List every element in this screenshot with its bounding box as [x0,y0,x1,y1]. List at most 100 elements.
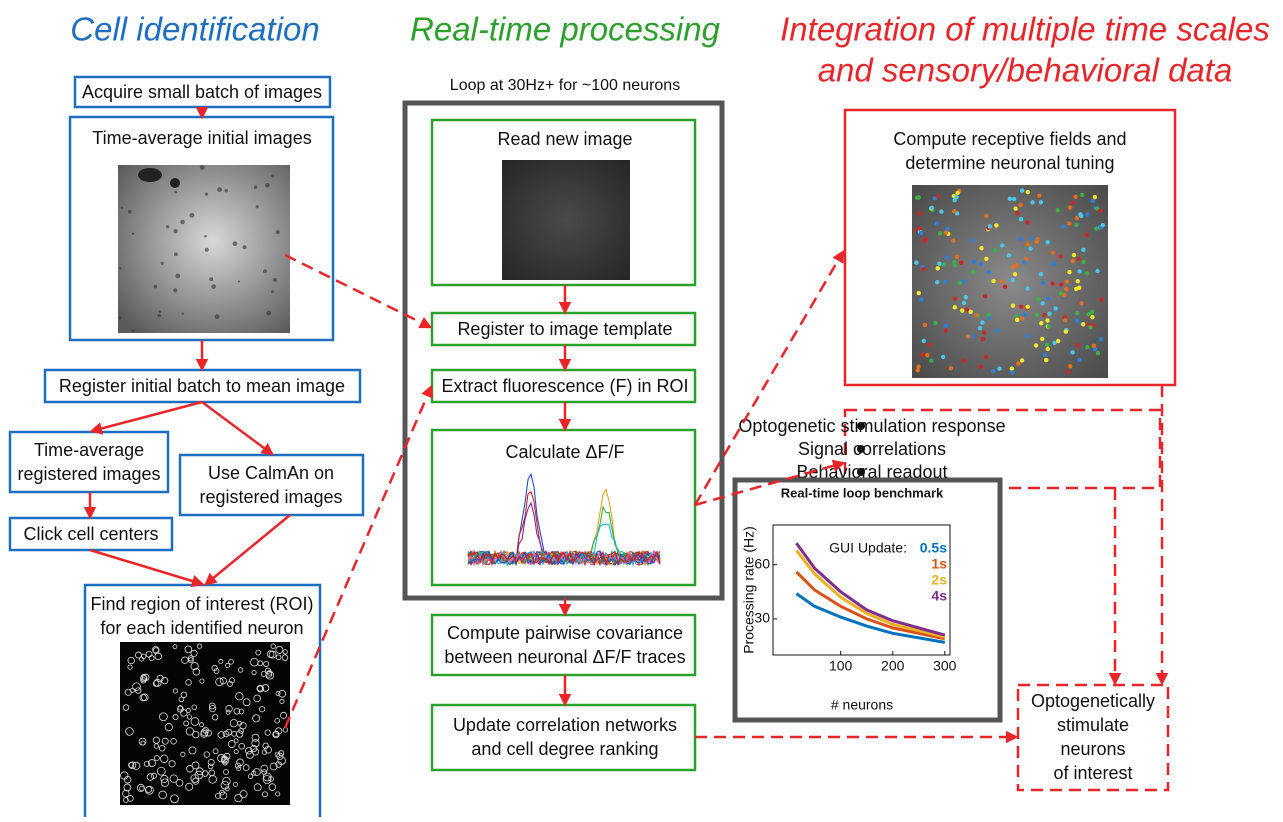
cell-dot [1044,358,1048,362]
cell-dot [1046,240,1050,244]
step-label: registered images [17,464,160,484]
cell-dot [1094,226,1098,230]
texture-dot [242,245,246,249]
cell-dot [979,246,983,250]
step-label: stimulate [1057,715,1129,735]
cell-dot [1070,350,1074,354]
cell-dot [1026,190,1030,194]
cell-dot [974,313,978,317]
cell-dot [1003,284,1007,288]
step-label: determine neuronal tuning [905,153,1114,173]
cell-dot [1053,306,1057,310]
texture-dot [266,311,271,316]
cell-dot [1025,220,1029,224]
cell-dot [1016,361,1020,365]
cell-dot [1046,347,1050,351]
cell-dot [983,294,987,298]
step-label: Find region of interest (ROI) [90,594,313,614]
cell-dot [986,270,990,274]
texture-dot [233,241,238,246]
cell-dot [1075,318,1079,322]
cell-dot [1059,282,1063,286]
cell-dot [923,237,927,241]
cell-dot [945,226,949,230]
mean-image [118,165,290,333]
cell-dot [1039,321,1043,325]
cell-dot [969,310,973,314]
cell-dot [1056,208,1060,212]
cell-dot [1071,259,1075,263]
cell-dot [1026,242,1030,246]
column-title: Real-time processing [410,11,721,48]
cell-dot [1014,314,1018,318]
cell-dot [1061,224,1065,228]
cell-dot [919,298,923,302]
cell-dot [1022,260,1026,264]
cell-dot [942,262,946,266]
step-label: for each identified neuron [100,618,303,638]
cell-dot [1079,214,1083,218]
cell-dot [1086,312,1090,316]
cell-dot [1064,287,1068,291]
cell-dot [951,238,955,242]
cell-dot [966,334,970,338]
cell-dot [1010,366,1014,370]
cell-dot [1077,286,1081,290]
cell-dot [962,358,966,362]
cell-dot [1065,279,1069,283]
cell-dot [959,260,963,264]
cell-dot [1026,286,1030,290]
cell-dot [1047,312,1051,316]
cell-dot [930,206,934,210]
cell-dot [1008,197,1012,201]
cell-dot [955,191,959,195]
cell-dot [943,279,947,283]
texture-dot [205,248,209,252]
cell-dot [1093,195,1097,199]
cell-dot [1085,212,1089,216]
readout-item: Optogenetic stimulation response [738,416,1005,436]
cell-dot [921,267,925,271]
page: { "cell_identification": { "title": "Cel… [0,0,1283,822]
cell-dot [1085,345,1089,349]
step-label: Acquire small batch of images [82,82,322,102]
step-label: Click cell centers [23,524,158,544]
cell-dot [1096,351,1100,355]
step-label: between neuronal ΔF/F traces [444,647,685,667]
step-label: of interest [1053,763,1132,783]
cell-dot [1077,358,1081,362]
cell-dot [1073,195,1077,199]
texture-dot [157,314,160,317]
texture-dot [205,193,208,196]
texture-dot [132,329,135,332]
cell-dot [1018,203,1022,207]
cell-dot [936,194,940,198]
cell-dot [1039,272,1043,276]
readout-item: Signal correlations [798,439,946,459]
cell-dot [933,321,937,325]
cell-dot [1042,313,1046,317]
cell-dot [923,323,927,327]
texture-dot [132,232,134,234]
cell-dot [965,307,969,311]
x-axis-label: # neurons [831,697,893,713]
cell-dot [1080,301,1084,305]
cell-dot [927,343,931,347]
texture-dot [173,229,177,233]
texture-dot [166,225,169,228]
arrow [206,515,290,584]
cell-dot [1010,370,1014,374]
cell-dot [1011,278,1015,282]
texture-dot [119,317,122,320]
texture-dot [200,165,205,170]
texture-dot [182,312,184,314]
cell-dot [1062,293,1066,297]
cell-dot [1091,199,1095,203]
arrow [285,387,431,728]
chart-title: Real-time loop benchmark [781,485,944,500]
cell-dot [935,280,939,284]
cell-dot [991,369,995,373]
texture-dot [161,262,164,265]
step-label: and cell degree ranking [471,739,658,759]
cell-dot [980,320,984,324]
